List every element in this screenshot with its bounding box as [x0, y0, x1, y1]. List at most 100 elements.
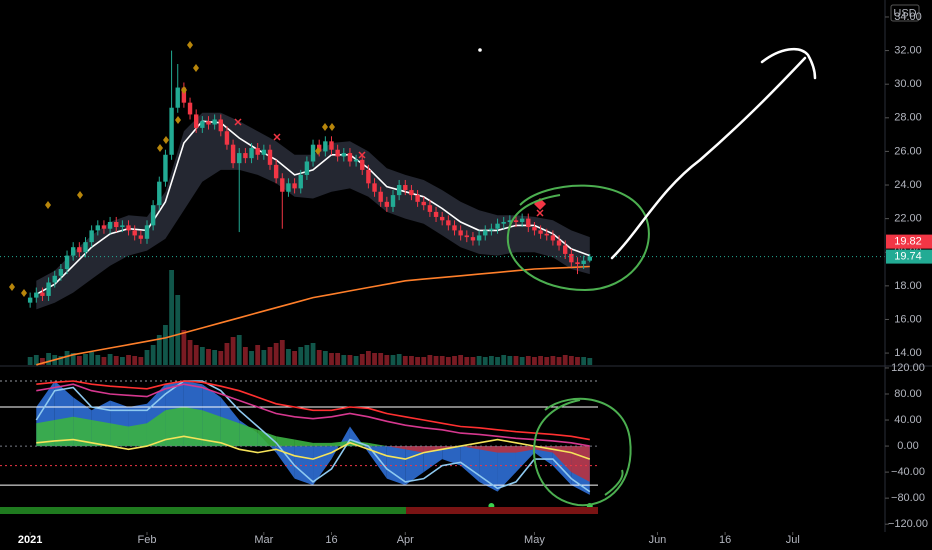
candle-body [101, 225, 107, 229]
candle-body [421, 201, 426, 206]
plot [0, 50, 885, 509]
volume-bar [501, 355, 507, 365]
candle-body [292, 183, 297, 189]
volume-bar [341, 355, 347, 365]
y-tick-label: 32.00 [894, 44, 922, 56]
volume-bar [175, 295, 181, 365]
candle-body [427, 205, 433, 212]
candle-body [261, 149, 267, 155]
price-label-box [886, 249, 932, 264]
candle-body [341, 153, 346, 157]
area-segment [497, 446, 516, 453]
volume-bar [568, 356, 574, 365]
cross-marker [234, 118, 544, 217]
volume-bar [236, 335, 242, 365]
price-label: 19.74 [894, 251, 922, 263]
volume-bar [476, 356, 482, 365]
candle-body [230, 144, 236, 164]
candle-body [470, 237, 476, 241]
volume-bar [95, 355, 101, 365]
volume-bar [322, 351, 328, 365]
trend-bar-up [0, 507, 406, 514]
area-segment [313, 442, 332, 447]
candle-body [77, 247, 82, 253]
candle-body [556, 240, 562, 246]
candle-body [70, 247, 76, 256]
candle-body [298, 174, 303, 189]
candle-body [532, 227, 537, 231]
candle-body [255, 148, 260, 155]
area-segment [479, 446, 498, 492]
annotation-arrow [610, 47, 817, 260]
volume-bar [445, 357, 451, 365]
candle-body [212, 119, 217, 125]
line [35, 380, 591, 493]
candle-body [569, 253, 574, 263]
volume-bar [40, 358, 45, 365]
candle-body [280, 178, 285, 192]
volume-bar [187, 340, 193, 365]
candle-body [107, 221, 113, 229]
y-tick-label: −120.00 [888, 518, 928, 530]
y-tick-label: 80.00 [894, 388, 922, 400]
candle-body [378, 191, 383, 202]
x-tick-label: Feb [138, 534, 157, 546]
candle-body [243, 153, 248, 159]
candle-body [390, 195, 396, 207]
candle-body [360, 159, 365, 170]
volume-bar [581, 357, 587, 365]
candle-body [27, 297, 33, 303]
candle-body [310, 144, 316, 162]
volume-bar [390, 355, 396, 365]
candle-body [538, 230, 543, 234]
volume-bar [212, 350, 218, 365]
candle-body [83, 242, 88, 253]
volume-bar [396, 354, 402, 365]
volume-bar [249, 351, 254, 365]
candle-body [286, 183, 291, 192]
volume-bar [587, 358, 593, 365]
y-tick-label: 16.00 [894, 313, 922, 325]
x-tick-label: May [524, 534, 545, 546]
volume-bar [525, 356, 531, 365]
candle-body [316, 144, 322, 152]
volume-bar [538, 356, 543, 365]
candle-body [323, 141, 328, 152]
area-segment [220, 416, 240, 447]
volume-bar [126, 355, 131, 365]
candle-body [175, 87, 180, 108]
volume-bar [507, 356, 513, 365]
candle-body [575, 262, 580, 265]
volume-bar [495, 357, 500, 365]
x-tick-label: 2021 [18, 534, 42, 546]
candle-body [409, 190, 414, 196]
candle-body [384, 201, 390, 207]
volume-bar [107, 354, 113, 365]
candle-body [114, 221, 119, 228]
trend-bar-down [406, 507, 598, 514]
volume-bar [421, 357, 427, 365]
volume-bar [292, 351, 297, 365]
volume-bar [347, 355, 353, 365]
y-tick-label: 120.00 [891, 362, 925, 374]
volume-bar [181, 330, 187, 365]
candle-body [415, 195, 420, 202]
candle-body [501, 221, 506, 224]
candle-body [519, 218, 525, 222]
volume-bar [513, 356, 519, 365]
area-segment [146, 410, 166, 447]
x-tick-label: 16 [719, 534, 731, 546]
candle-body [446, 220, 451, 226]
volume-bar [316, 350, 322, 365]
candle-body [353, 159, 359, 162]
volume-bar [119, 357, 125, 365]
y-tick-label: 26.00 [894, 145, 922, 157]
y-tick-label: 22.00 [894, 213, 922, 225]
candle-body [249, 148, 254, 159]
volume-bar [113, 356, 119, 365]
area-segment [497, 446, 516, 492]
volume-bar [83, 354, 88, 365]
candle-body [489, 228, 494, 231]
x-tick-label: Jul [786, 534, 800, 546]
volume-bar [544, 357, 550, 365]
